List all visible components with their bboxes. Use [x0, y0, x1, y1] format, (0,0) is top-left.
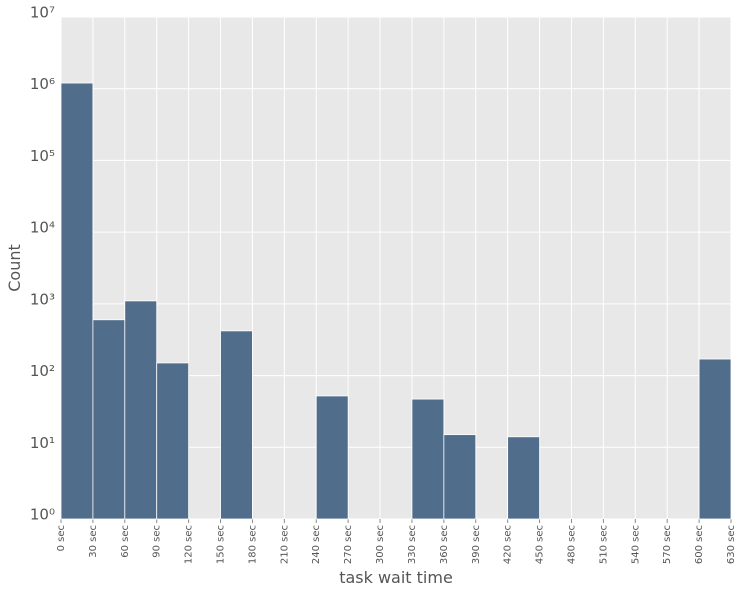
x-tick-label: 30 sec	[88, 525, 99, 558]
x-tick-label: 570 sec	[662, 525, 673, 564]
bar	[60, 82, 94, 520]
bar	[315, 395, 349, 520]
x-tick-label: 180 sec	[247, 525, 258, 564]
x-tick-label: 300 sec	[375, 525, 386, 564]
bar	[156, 362, 190, 520]
x-tick-label: 90 sec	[152, 525, 163, 558]
x-tick-label: 390 sec	[471, 525, 482, 564]
y-tick-label: 10⁴	[30, 219, 55, 237]
x-tick-label: 630 sec	[726, 525, 737, 564]
x-axis-label: task wait time	[339, 568, 453, 587]
y-tick-label: 10⁶	[30, 75, 55, 93]
x-tick-label: 0 sec	[56, 525, 67, 551]
y-tick-label: 10⁵	[30, 147, 55, 165]
x-tick-label: 510 sec	[598, 525, 609, 564]
y-tick-label: 10²	[30, 362, 55, 380]
bar	[220, 330, 253, 520]
y-tick-label: 10¹	[30, 434, 55, 452]
x-tick-label: 210 sec	[279, 525, 290, 564]
x-tick-label: 150 sec	[216, 525, 227, 564]
y-tick-label: 10³	[30, 290, 55, 308]
bar	[698, 358, 732, 520]
x-tick-label: 480 sec	[566, 525, 577, 564]
bar	[411, 398, 445, 520]
x-tick-label: 600 sec	[694, 525, 705, 564]
bar	[92, 319, 126, 520]
bar	[443, 434, 477, 520]
y-tick-label: 10⁰	[30, 506, 55, 524]
x-tick-label: 360 sec	[439, 525, 450, 564]
bar	[124, 300, 158, 520]
y-tick-label: 10⁷	[30, 4, 55, 22]
x-tick-label: 330 sec	[407, 525, 418, 564]
x-tick-label: 120 sec	[184, 525, 195, 564]
y-axis-label: Count	[5, 244, 24, 292]
x-tick-label: 60 sec	[120, 525, 131, 558]
x-tick-label: 450 sec	[535, 525, 546, 564]
x-tick-label: 420 sec	[503, 525, 514, 564]
bar	[507, 436, 540, 520]
x-tick-label: 270 sec	[343, 525, 354, 564]
x-tick-label: 540 sec	[630, 525, 641, 564]
x-tick-label: 240 sec	[311, 525, 322, 564]
